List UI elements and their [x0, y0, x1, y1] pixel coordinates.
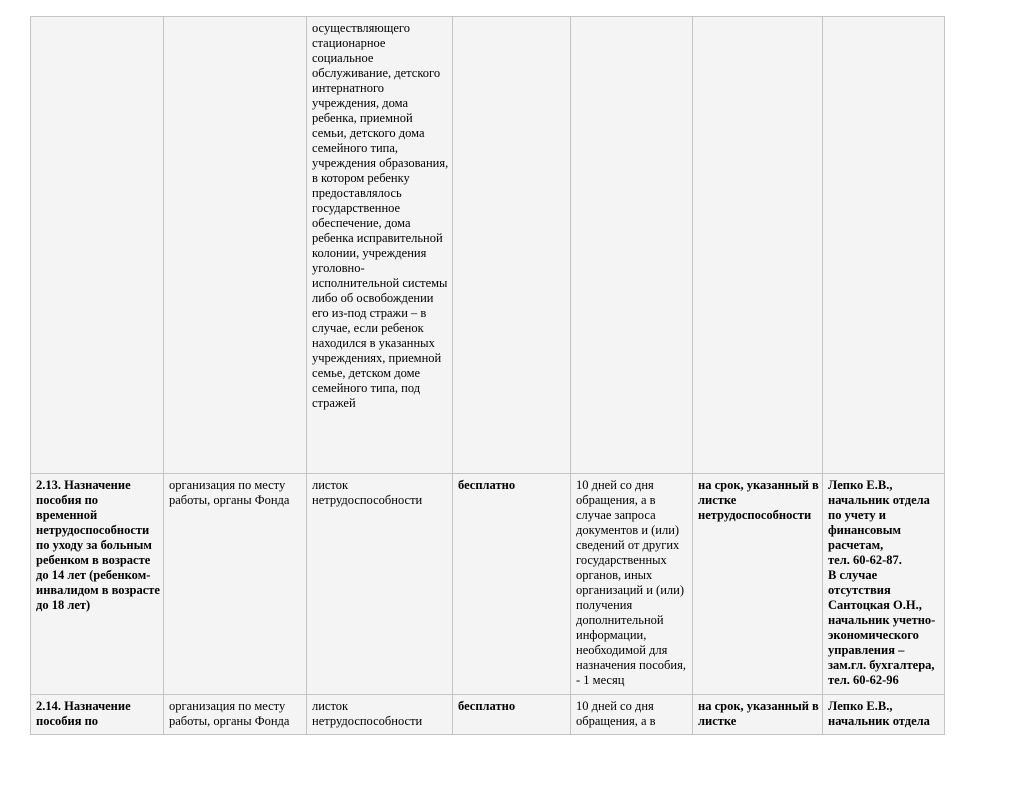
- cell-r2-contact: Лепко Е.В., начальник отдела по учету и …: [822, 473, 945, 695]
- cell-r1-authority: [163, 16, 307, 474]
- cell-r3-authority: организация по месту работы, органы Фонд…: [163, 694, 307, 735]
- cell-r2-term: 10 дней со дня обращения, а в случае зап…: [570, 473, 693, 695]
- cell-r1-documents: осуществляющего стационарное социальное …: [306, 16, 453, 474]
- benefits-procedures-table: осуществляющего стационарное социальное …: [30, 16, 945, 735]
- cell-r1-validity: [692, 16, 823, 474]
- cell-r2-procedure: 2.13. Назначение пособия по временной не…: [30, 473, 164, 695]
- cell-r2-fee: бесплатно: [452, 473, 571, 695]
- cell-r3-fee: бесплатно: [452, 694, 571, 735]
- table-row-2-13: 2.13. Назначение пособия по временной не…: [30, 473, 945, 695]
- cell-r3-validity: на срок, указанный в листке: [692, 694, 823, 735]
- cell-r3-procedure: 2.14. Назначение пособия по: [30, 694, 164, 735]
- table-row-2-14: 2.14. Назначение пособия по организация …: [30, 694, 945, 735]
- cell-r1-term: [570, 16, 693, 474]
- cell-r1-fee: [452, 16, 571, 474]
- cell-r2-documents: листок нетрудоспособности: [306, 473, 453, 695]
- cell-r2-validity: на срок, указанный в листке нетрудоспосо…: [692, 473, 823, 695]
- cell-r3-term: 10 дней со дня обращения, а в: [570, 694, 693, 735]
- cell-r1-contact: [822, 16, 945, 474]
- cell-r2-authority: организация по месту работы, органы Фонд…: [163, 473, 307, 695]
- cell-r3-documents: листок нетрудоспособности: [306, 694, 453, 735]
- cell-r1-procedure: [30, 16, 164, 474]
- table-row-continuation: осуществляющего стационарное социальное …: [30, 16, 945, 474]
- cell-r3-contact: Лепко Е.В., начальник отдела: [822, 694, 945, 735]
